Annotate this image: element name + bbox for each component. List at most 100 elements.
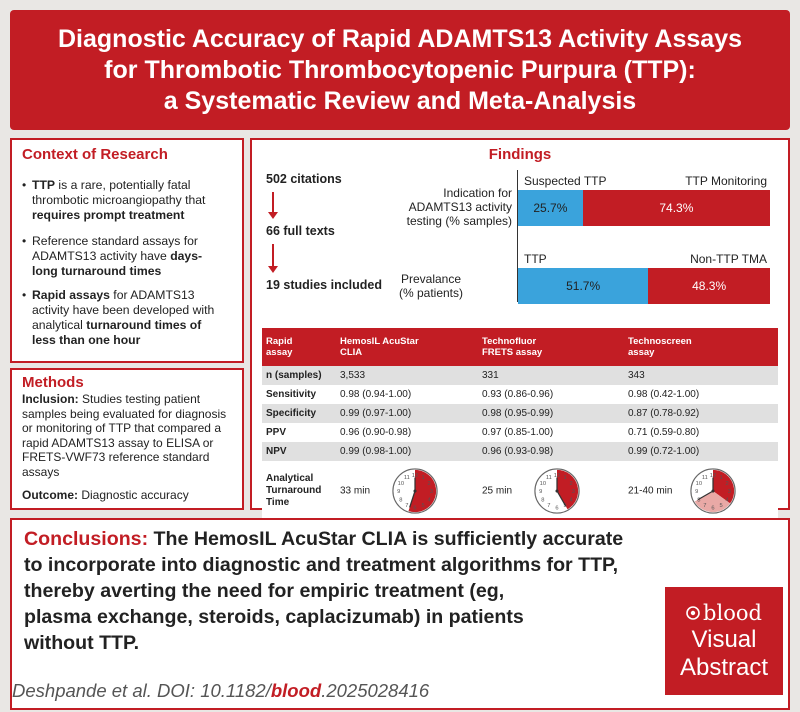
methods-heading: Methods — [22, 374, 84, 391]
indication-bar-suspected: 25.7% — [518, 190, 583, 226]
indication-left-label: Suspected TTP — [524, 174, 607, 188]
svg-text:8: 8 — [698, 497, 701, 503]
context-bullet-1: • TTP is a rare, potentially fatal throm… — [22, 178, 206, 222]
svg-text:5: 5 — [563, 503, 566, 509]
svg-text:3: 3 — [728, 489, 731, 495]
conclusion-line-3: thereby averting the need for empiric tr… — [24, 580, 505, 602]
title-line-1: Diagnostic Accuracy of Rapid ADAMTS13 Ac… — [58, 24, 742, 53]
svg-text:12: 12 — [554, 473, 560, 479]
svg-text:8: 8 — [541, 497, 544, 503]
blood-visual-abstract-logo: blood Visual Abstract — [665, 587, 783, 695]
context-heading: Context of Research — [22, 146, 168, 163]
prevalence-bar: 51.7% 48.3% — [518, 268, 770, 304]
table-row: Sensitivity 0.98 (0.94-1.00) 0.93 (0.86-… — [266, 389, 700, 400]
indication-bar-monitoring: 74.3% — [582, 190, 770, 226]
svg-text:8: 8 — [399, 497, 402, 503]
findings-panel: Findings 502 citations 66 full texts 19 … — [250, 138, 790, 521]
drop-icon — [686, 606, 700, 620]
bar-axis — [517, 170, 518, 302]
prevalence-left-label: TTP — [524, 252, 547, 266]
methods-outcome: Outcome: Diagnostic accuracy — [22, 488, 189, 502]
conclusion-panel: Conclusions: The HemosIL AcuStar CLIA is… — [10, 518, 790, 710]
svg-text:6: 6 — [712, 505, 715, 511]
flow-arrow-2-head — [268, 266, 278, 273]
indication-bar: 25.7% 74.3% — [518, 190, 770, 226]
tat-value: 25 min — [482, 485, 513, 497]
context-panel: Context of Research • TTP is a rare, pot… — [10, 138, 244, 363]
svg-text:11: 11 — [546, 475, 552, 481]
table-row: Specificity 0.99 (0.97-1.00) 0.98 (0.95-… — [262, 404, 778, 423]
flow-studies: 19 studies included — [266, 278, 383, 292]
prevalence-right-label: Non-TTP TMA — [690, 252, 767, 266]
tat-value: 33 min — [340, 485, 371, 497]
svg-text:5: 5 — [720, 503, 723, 509]
title-line-3: a Systematic Review and Meta-Analysis — [163, 86, 637, 115]
svg-text:1: 1 — [720, 475, 723, 481]
prevalence-label: Prevalance (% patients) — [398, 272, 464, 300]
table-row: PPV 0.96 (0.90-0.98) 0.97 (0.85-1.00) 0.… — [266, 427, 700, 438]
context-bullet-2: • Reference standard assays for ADAMTS13… — [22, 234, 203, 278]
svg-text:12: 12 — [710, 473, 716, 479]
svg-text:7: 7 — [405, 503, 408, 509]
svg-text:2: 2 — [569, 481, 572, 487]
conclusion-line-2: to incorporate into diagnostic and treat… — [24, 554, 619, 576]
context-bullet-3: • Rapid assays for ADAMTS13 activity hav… — [22, 288, 215, 347]
citation: Deshpande et al. DOI: 10.1182/blood.2025… — [12, 680, 430, 701]
conclusion-line-1: Conclusions: The HemosIL AcuStar CLIA is… — [24, 528, 624, 550]
svg-text:11: 11 — [404, 475, 410, 481]
svg-text:4: 4 — [569, 497, 573, 503]
svg-text:10: 10 — [397, 481, 403, 487]
methods-panel: Methods Inclusion: Studies testing patie… — [10, 368, 244, 510]
svg-text:12: 12 — [412, 473, 418, 479]
svg-text:10: 10 — [539, 481, 545, 487]
table-row: NPV 0.99 (0.98-1.00) 0.96 (0.93-0.98) 0.… — [262, 442, 778, 461]
svg-text:9: 9 — [397, 489, 400, 495]
svg-text:2: 2 — [726, 481, 729, 487]
svg-text:7: 7 — [547, 503, 550, 509]
svg-text:5: 5 — [421, 503, 424, 509]
svg-text:7: 7 — [703, 503, 706, 509]
svg-text:1: 1 — [563, 475, 566, 481]
prevalence-bar-ttp: 51.7% — [518, 268, 649, 304]
svg-text:6: 6 — [555, 505, 558, 511]
results-table: Rapid assay HemosIL AcuStar CLIA Technoflu… — [262, 328, 778, 521]
svg-text:10: 10 — [696, 481, 702, 487]
svg-text:3: 3 — [430, 489, 433, 495]
flow-arrow-2 — [272, 244, 274, 268]
tat-value: 21-40 min — [628, 485, 673, 497]
title-line-2: for Thrombotic Thrombocytopenic Purpura … — [104, 55, 696, 84]
flow-citations: 502 citations — [266, 172, 342, 186]
table-row: n (samples) 3,533 331 343 — [262, 366, 778, 385]
title-banner: Diagnostic Accuracy of Rapid ADAMTS13 Ac… — [10, 10, 790, 130]
svg-text:4: 4 — [726, 497, 730, 503]
svg-text:4: 4 — [427, 497, 431, 503]
svg-text:3: 3 — [572, 489, 575, 495]
blood-logo: blood — [686, 600, 762, 626]
table-header-row: Rapid assay HemosIL AcuStar CLIA Technoflu… — [262, 328, 778, 366]
header-technofluor: Technofluor FRETS assay — [478, 328, 624, 366]
header-technoscreen: Technoscreen assay — [624, 328, 778, 366]
flow-arrow-1-head — [268, 212, 278, 219]
header-hemosil: HemosIL AcuStar CLIA — [336, 328, 478, 366]
svg-text:11: 11 — [702, 475, 708, 481]
flow-full-texts: 66 full texts — [266, 224, 335, 238]
conclusion-line-4: plasma exchange, steroids, caplacizumab)… — [24, 606, 524, 628]
svg-text:9: 9 — [695, 489, 698, 495]
indication-right-label: TTP Monitoring — [685, 174, 767, 188]
flow-arrow-1 — [272, 192, 274, 214]
svg-text:2: 2 — [427, 481, 430, 487]
conclusion-line-5: without TTP. — [24, 632, 140, 654]
svg-text:9: 9 — [539, 489, 542, 495]
indication-label: Indication for ADAMTS13 activity testing… — [406, 186, 512, 228]
methods-inclusion: Inclusion: Studies testing patient sampl… — [22, 392, 227, 479]
prevalence-bar-non-ttp: 48.3% — [648, 268, 770, 304]
svg-text:1: 1 — [421, 475, 424, 481]
logo-abstract: Abstract — [679, 654, 769, 681]
svg-text:6: 6 — [413, 505, 416, 511]
findings-heading: Findings — [488, 146, 552, 163]
header-rapid-assay: Rapid assay — [262, 328, 336, 366]
logo-visual: Visual — [691, 626, 757, 653]
